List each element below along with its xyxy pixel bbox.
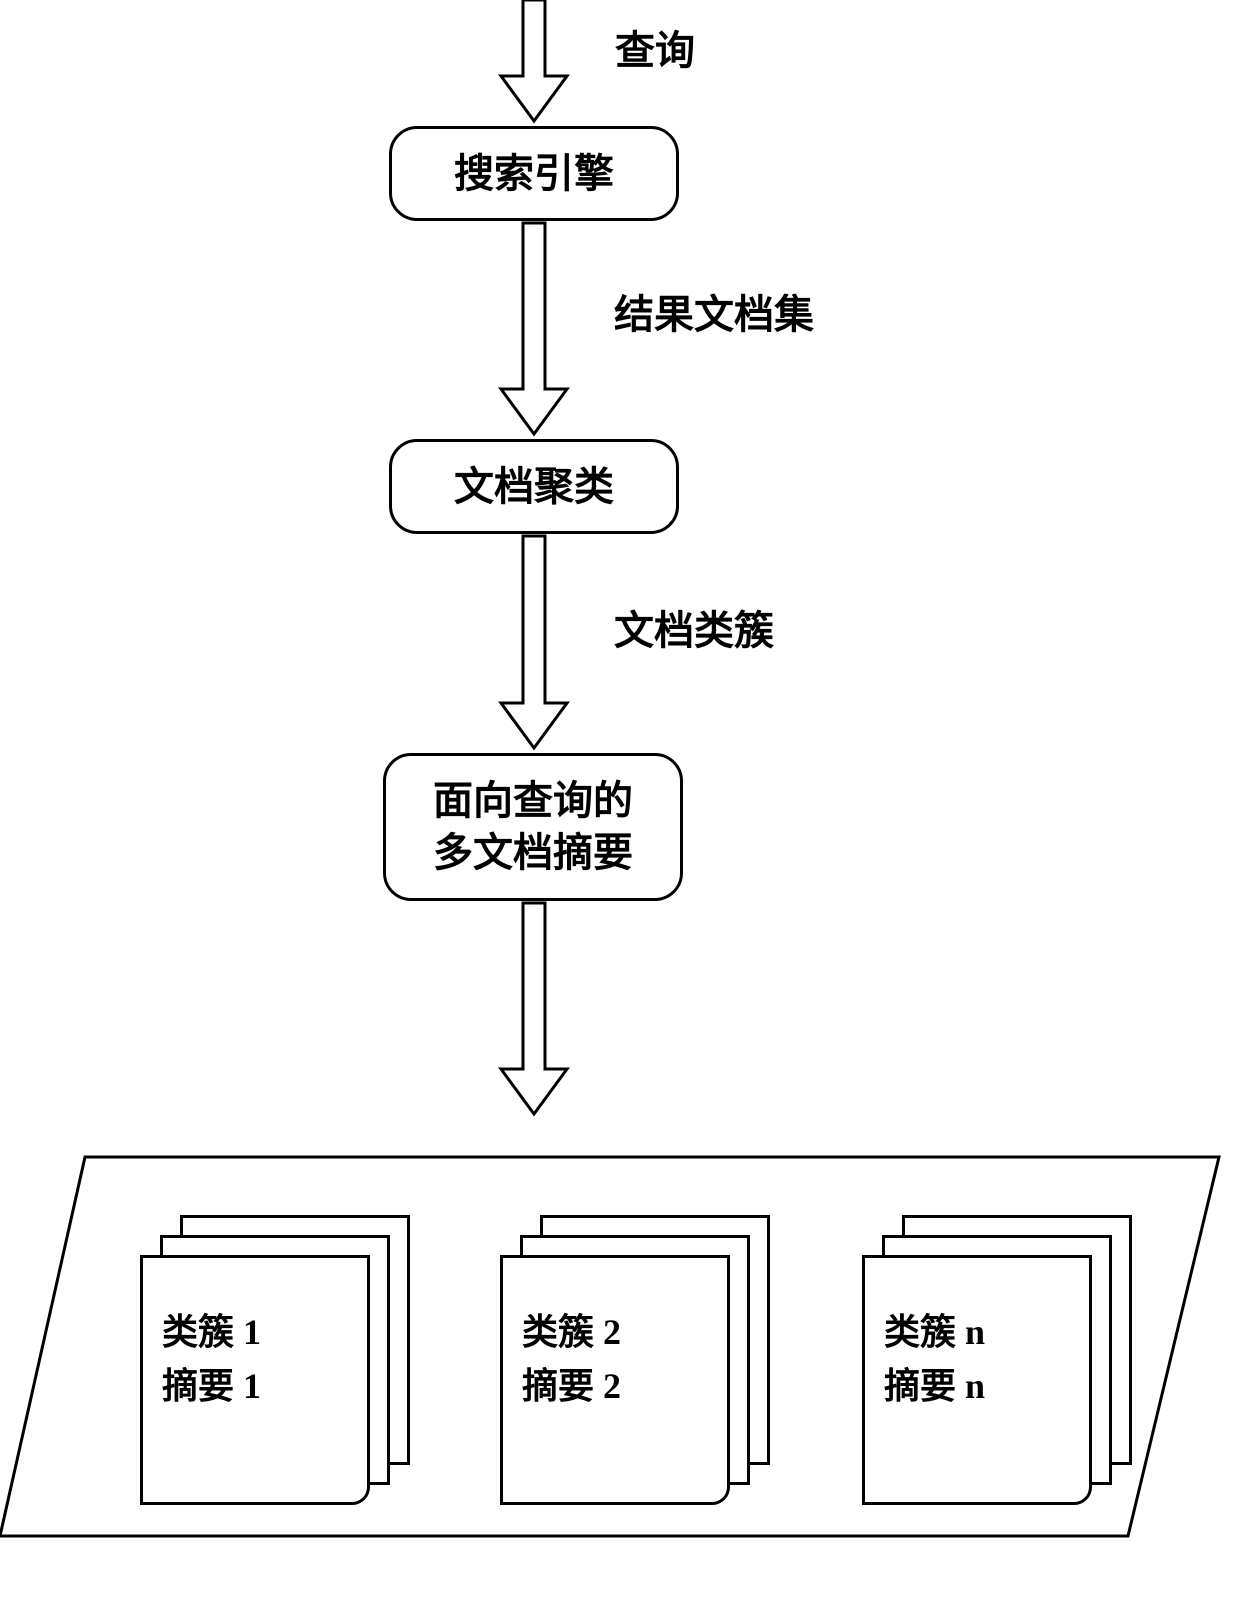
- cluster-n-label: 类簇 n 摘要 n: [884, 1305, 985, 1413]
- cluster-1-line2: 摘要 1: [162, 1366, 261, 1406]
- arrow-doc-clusters: [468, 536, 600, 753]
- flowchart-diagram: 查询 搜索引擎 结果文档集 文档聚类 文档类簇 面向查询的 多文档摘要 类簇 1: [0, 0, 1247, 1605]
- cluster-1-stack: 类簇 1 摘要 1: [140, 1215, 410, 1505]
- cluster-2-stack: 类簇 2 摘要 2: [500, 1215, 770, 1505]
- arrow-to-output: [468, 903, 600, 1119]
- cluster-n-stack: 类簇 n 摘要 n: [862, 1215, 1132, 1505]
- cluster-1-label: 类簇 1 摘要 1: [162, 1305, 261, 1413]
- edge-label-doc-clusters: 文档类簇: [614, 598, 774, 656]
- cluster-n-line2: 摘要 n: [884, 1366, 985, 1406]
- node-multi-doc-summary: 面向查询的 多文档摘要: [383, 753, 683, 901]
- cluster-2-label: 类簇 2 摘要 2: [522, 1305, 621, 1413]
- node-multi-doc-summary-line2: 多文档摘要: [433, 830, 633, 875]
- arrow-query: [468, 0, 600, 126]
- node-multi-doc-summary-label: 面向查询的 多文档摘要: [433, 775, 633, 879]
- edge-label-result-docs: 结果文档集: [614, 282, 814, 340]
- cluster-n-line1: 类簇 n: [884, 1312, 985, 1352]
- node-multi-doc-summary-line1: 面向查询的: [433, 778, 633, 823]
- node-search-engine-label: 搜索引擎: [454, 148, 614, 200]
- cluster-2-line2: 摘要 2: [522, 1366, 621, 1406]
- edge-label-query: 查询: [615, 18, 695, 76]
- cluster-2-line1: 类簇 2: [522, 1312, 621, 1352]
- cluster-1-line1: 类簇 1: [162, 1312, 261, 1352]
- node-doc-clustering-label: 文档聚类: [454, 461, 614, 513]
- arrow-result-docs: [468, 223, 600, 439]
- node-doc-clustering: 文档聚类: [389, 439, 679, 534]
- node-search-engine: 搜索引擎: [389, 126, 679, 221]
